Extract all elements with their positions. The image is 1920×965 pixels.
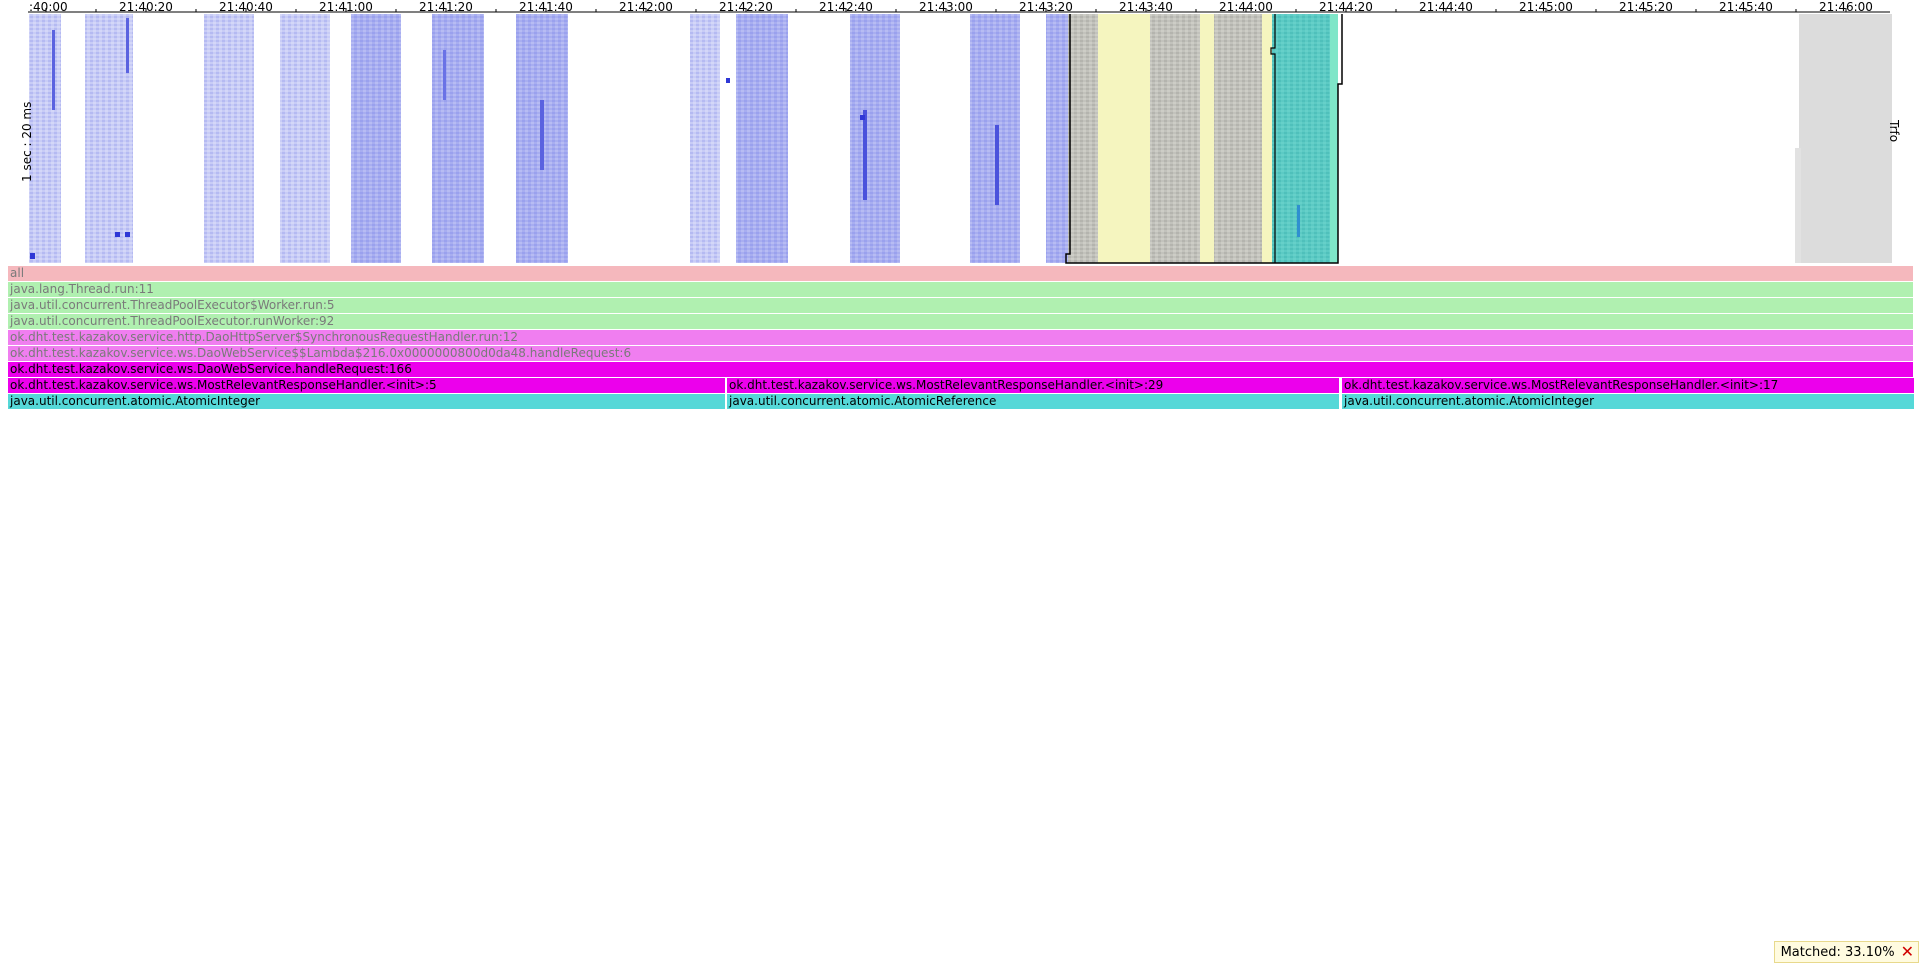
selection-gray-band [1214, 14, 1262, 263]
selection-yellow-band [1098, 14, 1150, 263]
flame-graph: all java.lang.Thread.run:11 java.util.conc… [8, 266, 1914, 410]
sample-band [85, 14, 133, 263]
selected-range[interactable] [1065, 14, 1343, 264]
sample-band [690, 14, 720, 263]
time-label: 21:43:40 [1119, 0, 1173, 14]
flame-frame[interactable]: ok.dht.test.kazakov.service.http.DaoHttp… [8, 330, 1913, 345]
flame-frame[interactable]: java.util.concurrent.ThreadPoolExecutor.… [8, 314, 1913, 329]
time-label: 21:41:00 [319, 0, 373, 14]
time-label: 21:42:40 [819, 0, 873, 14]
selection-outline [1065, 14, 1343, 264]
time-label: 21:44:40 [1419, 0, 1473, 14]
sample-bands [29, 14, 1068, 263]
sample-band [204, 14, 254, 263]
sample-band [29, 14, 61, 263]
sample-streak [52, 30, 55, 110]
sample-band [1046, 14, 1068, 263]
selection-gray-band [1068, 14, 1098, 263]
flame-frame[interactable]: ok.dht.test.kazakov.service.ws.MostRelev… [1342, 378, 1914, 393]
sample-dot [860, 115, 865, 120]
sample-streak [540, 100, 544, 170]
flame-row: java.util.concurrent.ThreadPoolExecutor$… [8, 298, 1913, 314]
flame-frame[interactable]: java.util.concurrent.atomic.AtomicRefere… [727, 394, 1339, 409]
flame-row: java.util.concurrent.atomic.AtomicIntege… [8, 394, 1914, 410]
time-label: 21:41:20 [419, 0, 473, 14]
time-label: 21:46:00 [1819, 0, 1873, 14]
flame-row: java.util.concurrent.ThreadPoolExecutor.… [8, 314, 1913, 330]
flame-frame[interactable]: java.util.concurrent.ThreadPoolExecutor$… [8, 298, 1913, 313]
flame-row: java.lang.Thread.run:11 [8, 282, 1913, 298]
selection-gray-band [1150, 14, 1200, 263]
time-label: :40:00 [29, 0, 68, 14]
time-label: 21:40:40 [219, 0, 273, 14]
flame-row: ok.dht.test.kazakov.service.ws.MostRelev… [8, 378, 1914, 394]
time-label: 21:45:20 [1619, 0, 1673, 14]
idle-region [1799, 14, 1892, 263]
time-label: 21:45:40 [1719, 0, 1773, 14]
selection-teal-band [1272, 14, 1330, 263]
idle-region-edge [1795, 148, 1801, 263]
flame-frame[interactable]: ok.dht.test.kazakov.service.ws.MostRelev… [727, 378, 1339, 393]
match-status-text: Matched: 33.10% [1780, 944, 1895, 960]
time-label: 21:43:20 [1019, 0, 1073, 14]
sample-band [736, 14, 788, 263]
sample-streak [863, 110, 867, 200]
flame-frame[interactable]: java.lang.Thread.run:11 [8, 282, 1913, 297]
flame-frame[interactable]: ok.dht.test.kazakov.service.ws.DaoWebSer… [8, 346, 1913, 361]
time-label: 21:44:20 [1319, 0, 1373, 14]
sample-band [351, 14, 401, 263]
sample-band [432, 14, 484, 263]
flame-frame[interactable]: java.util.concurrent.atomic.AtomicIntege… [8, 394, 725, 409]
sample-band [850, 14, 900, 263]
sample-streak [995, 125, 999, 205]
selection-streak [1297, 205, 1300, 237]
sample-dot [30, 253, 35, 259]
y-axis-label-left: 1 sec : 20 ms [20, 102, 34, 182]
flame-frame[interactable]: ok.dht.test.kazakov.service.ws.DaoWebSer… [8, 362, 1913, 377]
time-label: 21:45:00 [1519, 0, 1573, 14]
sample-heatmap[interactable]: :40:00 21:40:20 21:40:40 21:41:00 21:41:20 21… [0, 0, 1920, 268]
time-label: 21:42:00 [619, 0, 673, 14]
sample-band [280, 14, 330, 263]
sample-dot [125, 232, 130, 237]
selection-yellow-band [1262, 14, 1272, 263]
time-label: 21:41:40 [519, 0, 573, 14]
match-status-box: Matched: 33.10% ✕ [1773, 941, 1919, 963]
selection-outline-inner [1270, 14, 1276, 263]
flame-frame[interactable]: java.util.concurrent.atomic.AtomicIntege… [1342, 394, 1914, 409]
flame-frame[interactable]: all [8, 266, 1913, 281]
y-axis-label-right: Trfo [1887, 119, 1901, 142]
flame-row: ok.dht.test.kazakov.service.ws.DaoWebSer… [8, 346, 1913, 362]
time-label: 21:44:00 [1219, 0, 1273, 14]
selection-mint-band [1330, 14, 1338, 263]
flame-frame[interactable]: ok.dht.test.kazakov.service.ws.MostRelev… [8, 378, 725, 393]
flame-row: ok.dht.test.kazakov.service.http.DaoHttp… [8, 330, 1913, 346]
time-axis-labels: :40:00 21:40:20 21:40:40 21:41:00 21:41:20 21… [29, 0, 1873, 14]
sample-streak [126, 18, 129, 73]
flame-row: ok.dht.test.kazakov.service.ws.DaoWebSer… [8, 362, 1913, 378]
time-axis-ticks [45, 8, 1847, 12]
sample-dot [726, 78, 730, 83]
flame-row: all [8, 266, 1913, 282]
sample-streak [443, 50, 446, 100]
time-label: 21:40:20 [119, 0, 173, 14]
time-label: 21:42:20 [719, 0, 773, 14]
time-label: 21:43:00 [919, 0, 973, 14]
selection-yellow-band [1200, 14, 1214, 263]
sample-dot [115, 232, 120, 237]
close-icon[interactable]: ✕ [1900, 942, 1914, 961]
